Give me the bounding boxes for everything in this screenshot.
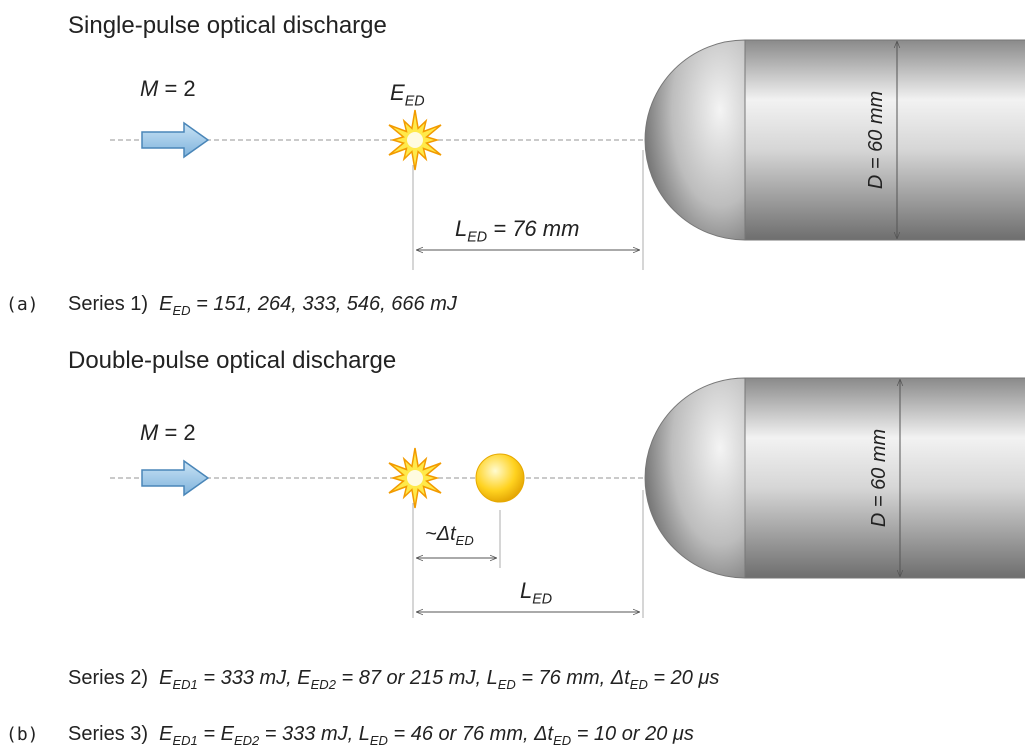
value-text: = 46 or 76 mm,	[388, 723, 534, 745]
energy-label: EED	[390, 80, 425, 110]
symbol: L	[487, 667, 498, 689]
symbol: E	[159, 667, 173, 689]
panel-a-label: (a)	[6, 294, 39, 315]
symbol: E	[297, 667, 311, 689]
diameter-label: D = 60 mm	[868, 429, 890, 527]
panel-b-label: (b)	[6, 724, 39, 745]
distance-label: LED	[520, 578, 552, 608]
symbol: L	[520, 578, 532, 603]
mach-label: M = 2	[140, 420, 196, 445]
symbol: E	[159, 293, 173, 315]
spacer	[148, 667, 159, 689]
spark-core	[407, 132, 423, 148]
symbol: L	[455, 216, 467, 241]
series-line: Series 2) EED1 = 333 mJ, EED2 = 87 or 21…	[68, 667, 719, 692]
nose	[644, 39, 746, 241]
series-label: Series 2)	[68, 667, 148, 689]
subscript: ED2	[311, 677, 337, 692]
symbol: E	[221, 723, 235, 745]
subscript: ED	[498, 677, 516, 692]
series-line: Series 1) EED = 151, 264, 333, 546, 666 …	[68, 293, 458, 318]
spacer	[148, 293, 159, 315]
symbol: E	[159, 723, 173, 745]
subscript: ED	[553, 733, 571, 748]
panel-b-title: Double-pulse optical discharge	[68, 347, 396, 374]
flow-arrow	[141, 121, 210, 159]
nose	[644, 377, 746, 579]
mach-label: M = 2	[140, 76, 196, 101]
flow-arrow	[141, 459, 210, 497]
body	[744, 39, 1025, 241]
subscript: ED	[405, 94, 425, 110]
subscript: ED	[370, 733, 388, 748]
panel-a-title: Single-pulse optical discharge	[68, 12, 387, 39]
subscript: ED	[456, 533, 474, 548]
value-text: = 333 mJ,	[259, 723, 359, 745]
distance-label: LED = 76 mm	[455, 216, 579, 246]
subscript: ED1	[173, 677, 198, 692]
symbol: L	[359, 723, 370, 745]
value-text: = 151, 264, 333, 546, 666 mJ	[191, 293, 458, 315]
series-label: Series 1)	[68, 293, 148, 315]
subscript: ED	[630, 677, 648, 692]
value-text: = 2	[158, 420, 195, 445]
subscript: ED	[467, 230, 487, 246]
symbol: M	[140, 420, 159, 445]
subscript: ED1	[173, 733, 198, 748]
second-discharge	[475, 453, 525, 503]
subscript: ED	[532, 592, 552, 608]
value-text: = 10 or 20 μs	[571, 723, 694, 745]
delay-label: ~ΔtED	[425, 523, 474, 548]
symbol: E	[390, 80, 405, 105]
diameter-label: D = 60 mm	[865, 91, 887, 189]
value-text: =	[198, 723, 221, 745]
symbol: Δt	[533, 723, 554, 745]
subscript: ED2	[234, 733, 260, 748]
symbol: M	[140, 76, 159, 101]
spacer	[148, 723, 159, 745]
value-text: = 333 mJ,	[198, 667, 298, 689]
series-line: Series 3) EED1 = EED2 = 333 mJ, LED = 46…	[68, 723, 694, 748]
series-label: Series 3)	[68, 723, 148, 745]
subscript: ED	[173, 303, 191, 318]
value-text: = 20 μs	[648, 667, 720, 689]
value-text: = 76 mm,	[516, 667, 611, 689]
value-text: = 76 mm	[487, 216, 579, 241]
value-text: = 87 or 215 mJ,	[336, 667, 487, 689]
symbol: Δt	[610, 667, 631, 689]
value-text: = 2	[158, 76, 195, 101]
symbol: ~Δt	[425, 523, 457, 545]
spark-core	[407, 470, 423, 486]
